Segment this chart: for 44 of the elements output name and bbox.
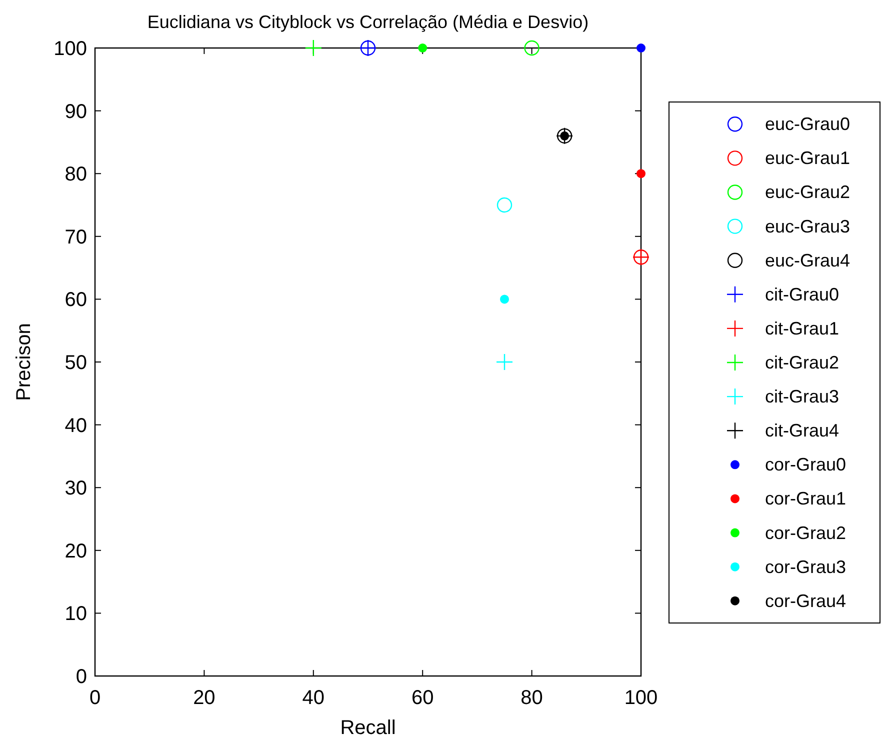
- y-tick-label: 60: [64, 289, 87, 312]
- legend-label: cor-Grau4: [765, 590, 846, 611]
- point: [360, 40, 376, 56]
- legend-label: euc-Grau4: [765, 250, 850, 270]
- legend-label: cor-Grau1: [765, 488, 846, 509]
- point: [496, 197, 512, 213]
- legend-label: euc-Grau0: [765, 114, 850, 134]
- point: [500, 294, 509, 304]
- y-tick-label: 20: [64, 540, 87, 562]
- point: [636, 44, 646, 52]
- y-axis-title: Precison: [13, 323, 35, 401]
- y-tick-label: 40: [64, 414, 87, 437]
- y-tick-label: 50: [64, 352, 87, 374]
- legend-label: cit-Grau2: [765, 352, 840, 372]
- y-tick-label: 100: [54, 38, 87, 60]
- y-tick-label: 10: [64, 603, 87, 626]
- y-tick-label: 70: [64, 226, 87, 248]
- x-tick-label: 0: [89, 687, 101, 709]
- x-tick-label: 40: [302, 687, 325, 709]
- x-axis-title: Recall: [340, 717, 396, 739]
- chart-title: Euclidiana vs Cityblock vs Correlação (Média e Desvio): [147, 12, 589, 32]
- legend-label: cor-Grau2: [765, 522, 846, 543]
- legend-label: cor-Grau3: [765, 556, 846, 577]
- y-tick-label: 0: [76, 666, 87, 688]
- point: [496, 353, 514, 371]
- x-tick-label: 60: [411, 687, 434, 709]
- point: [304, 39, 322, 57]
- y-tick-label: 30: [64, 478, 87, 500]
- legend-label: euc-Grau2: [765, 182, 850, 202]
- point: [418, 44, 428, 52]
- x-tick-label: 20: [193, 687, 216, 709]
- point: [636, 169, 646, 178]
- x-tick-label: 100: [624, 687, 658, 709]
- legend-label: cit-Grau1: [765, 318, 840, 338]
- legend-label: euc-Grau3: [765, 216, 850, 236]
- y-tick-label: 90: [64, 100, 87, 123]
- legend-label: cit-Grau0: [765, 284, 840, 304]
- legend-label: cit-Grau3: [765, 386, 840, 407]
- legend-label: cor-Grau0: [765, 454, 846, 475]
- y-tick-label: 80: [64, 164, 87, 186]
- x-tick-label: 80: [520, 687, 543, 709]
- legend-label: euc-Grau1: [765, 148, 850, 168]
- legend-label: cit-Grau4: [765, 420, 840, 441]
- point: [524, 40, 540, 56]
